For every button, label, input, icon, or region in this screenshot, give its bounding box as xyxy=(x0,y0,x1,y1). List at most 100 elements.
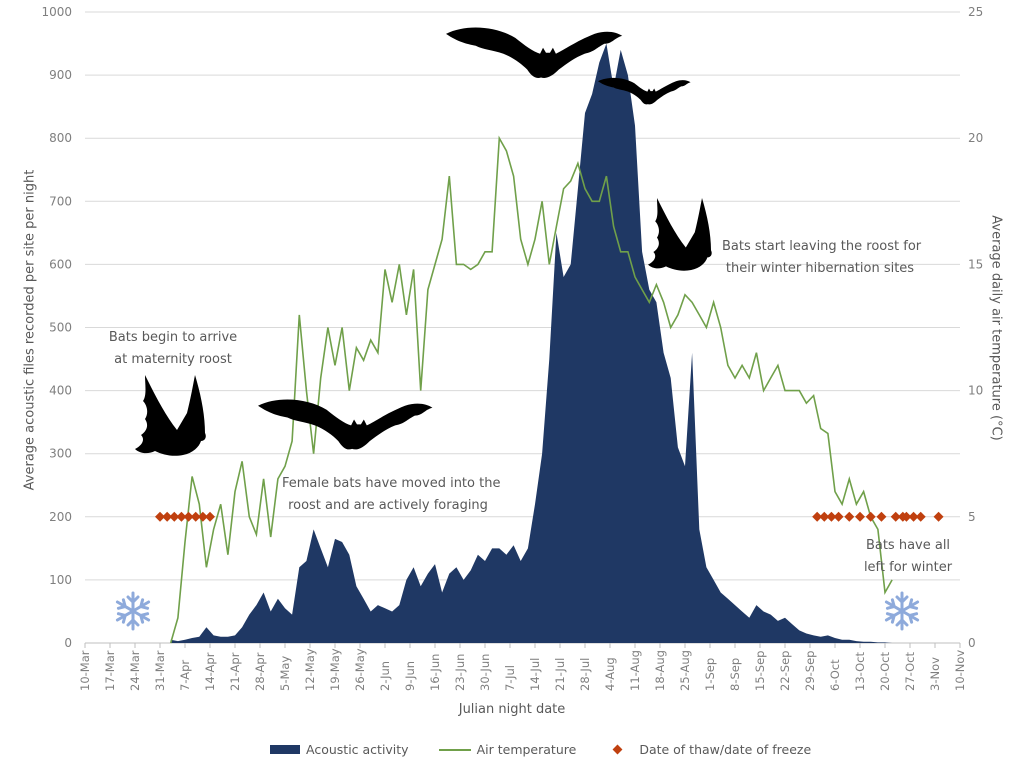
diamond-marker-icon xyxy=(933,511,944,522)
y-tick-label: 300 xyxy=(49,447,72,461)
legend-label: Acoustic activity xyxy=(306,742,409,757)
bat-icon xyxy=(135,375,206,456)
diamond-marker-icon xyxy=(876,511,887,522)
annotation-line: roost and are actively foraging xyxy=(288,498,488,513)
x-tick-label: 17-Mar xyxy=(103,650,117,691)
legend-item-acoustic: Acoustic activity xyxy=(270,742,409,757)
diamond-marker-icon xyxy=(908,511,919,522)
diamond-marker-icon xyxy=(155,511,165,522)
bat-icon xyxy=(648,198,712,271)
bat-icon xyxy=(446,27,623,78)
x-tick-label: 2-Jun xyxy=(378,661,392,691)
x-tick-label: 10-Nov xyxy=(953,650,967,691)
x-tick-label: 31-Mar xyxy=(153,650,167,691)
x-tick-label: 30-Jun xyxy=(478,654,492,691)
x-tick-label: 8-Sep xyxy=(728,658,742,691)
diamond-marker-icon xyxy=(190,511,201,522)
diamond-marker-icon xyxy=(833,511,844,522)
y-tick-label: 900 xyxy=(49,68,72,82)
diamond-marker-icon xyxy=(612,744,623,755)
diamond-marker-icon xyxy=(169,511,180,522)
diamond-marker-icon xyxy=(826,511,837,522)
snowflake-icon xyxy=(115,591,151,631)
x-tick-label: 9-Jun xyxy=(403,661,417,691)
diamond-marker-icon xyxy=(183,511,194,522)
annotation-line: Bats begin to arrive xyxy=(108,330,238,345)
annotation-leaving: Bats start leaving the roost for their w… xyxy=(722,236,922,280)
x-tick-label: 11-Aug xyxy=(628,650,642,691)
x-tick-label: 7-Apr xyxy=(178,660,192,691)
x-tick-label: 14-Apr xyxy=(203,652,217,691)
area-swatch-icon xyxy=(270,745,300,754)
x-tick-label: 12-May xyxy=(303,648,317,691)
x-tick-label: 16-Jun xyxy=(428,654,442,691)
y-tick-label: 100 xyxy=(49,573,72,587)
x-tick-label: 5-May xyxy=(278,656,292,691)
y-tick-label: 500 xyxy=(49,321,72,335)
diamond-marker-icon xyxy=(855,511,865,522)
y-tick-label: 15 xyxy=(968,257,983,271)
x-tick-label: 22-Sep xyxy=(778,651,792,691)
y-axis-left-title: Average acoustic files recorded per site… xyxy=(22,169,38,491)
x-tick-label: 29-Sep xyxy=(803,651,817,691)
y-axis-left-ticks: 0 100 200 300 400 500 600 700 800 900 1000 xyxy=(41,5,72,650)
y-tick-label: 400 xyxy=(49,384,72,398)
x-tick-label: 19-May xyxy=(328,648,342,691)
diamond-marker-icon xyxy=(197,511,208,522)
diamond-marker-icon xyxy=(915,511,926,522)
x-axis-ticks: 10-Mar 17-Mar 24-Mar 31-Mar 7-Apr 14-Apr 21-Ap… xyxy=(78,642,967,691)
diamond-marker-icon xyxy=(901,511,912,522)
annotation-line: Female bats have moved into the xyxy=(282,476,501,491)
x-tick-label: 18-Aug xyxy=(653,650,667,691)
annotation-line: at maternity roost xyxy=(114,352,232,367)
x-tick-label: 10-Mar xyxy=(78,650,92,691)
x-tick-label: 6-Oct xyxy=(828,659,842,691)
line-swatch-icon xyxy=(438,748,471,751)
y-tick-label: 20 xyxy=(968,131,983,145)
y-tick-label: 0 xyxy=(968,636,976,650)
x-axis-title: Julian night date xyxy=(458,702,566,717)
annotation-foraging: Female bats have moved into the roost an… xyxy=(282,473,501,517)
x-tick-label: 15-Sep xyxy=(753,651,767,691)
x-tick-label: 4-Aug xyxy=(603,657,617,691)
annotation-line: their winter hibernation sites xyxy=(725,261,915,276)
y-tick-label: 600 xyxy=(49,257,72,271)
diamond-marker-icon xyxy=(865,511,876,522)
gridlines xyxy=(85,11,960,644)
legend-item-temperature: Air temperature xyxy=(438,742,577,757)
x-tick-label: 21-Apr xyxy=(228,652,242,691)
legend-item-thaw-freeze: Date of thaw/date of freeze xyxy=(606,742,811,757)
y-tick-label: 200 xyxy=(49,510,72,524)
x-tick-label: 3-Nov xyxy=(928,657,942,691)
y-axis-right-title: Average daily air temperature (°C) xyxy=(988,215,1004,441)
y-tick-label: 1000 xyxy=(41,5,72,19)
diamond-marker-icon xyxy=(819,511,830,522)
diamond-marker-icon xyxy=(812,511,823,522)
legend-label: Air temperature xyxy=(476,742,577,757)
y-tick-label: 25 xyxy=(968,5,983,19)
diamond-marker-icon xyxy=(176,511,187,522)
y-tick-label: 0 xyxy=(64,636,72,650)
y-tick-label: 800 xyxy=(49,131,72,145)
x-tick-label: 26-May xyxy=(353,648,367,691)
x-tick-label: 14-Jul xyxy=(528,658,542,691)
annotation-line: Bats have all xyxy=(865,538,951,553)
legend-label: Date of thaw/date of freeze xyxy=(639,742,812,757)
air-temperature-line xyxy=(169,135,893,644)
legend: Acoustic activity Air temperature Date o… xyxy=(270,742,811,757)
snowflake-icon xyxy=(884,591,920,631)
y-tick-label: 10 xyxy=(968,384,983,398)
y-tick-label: 700 xyxy=(49,194,72,208)
annotation-line: left for winter xyxy=(863,560,953,575)
diamond-marker-icon xyxy=(162,511,173,522)
x-tick-label: 27-Oct xyxy=(903,652,917,691)
y-tick-label: 5 xyxy=(968,510,976,524)
bat-icon xyxy=(258,399,433,450)
x-tick-label: 13-Oct xyxy=(853,652,867,691)
diamond-marker-icon xyxy=(205,511,215,522)
x-tick-label: 25-Aug xyxy=(678,650,692,691)
x-tick-label: 23-Jun xyxy=(453,654,467,691)
thaw-freeze-markers xyxy=(155,511,944,522)
annotation-arrival: Bats begin to arrive at maternity roost xyxy=(108,327,238,371)
annotation-line: Bats start leaving the roost for xyxy=(722,239,922,254)
